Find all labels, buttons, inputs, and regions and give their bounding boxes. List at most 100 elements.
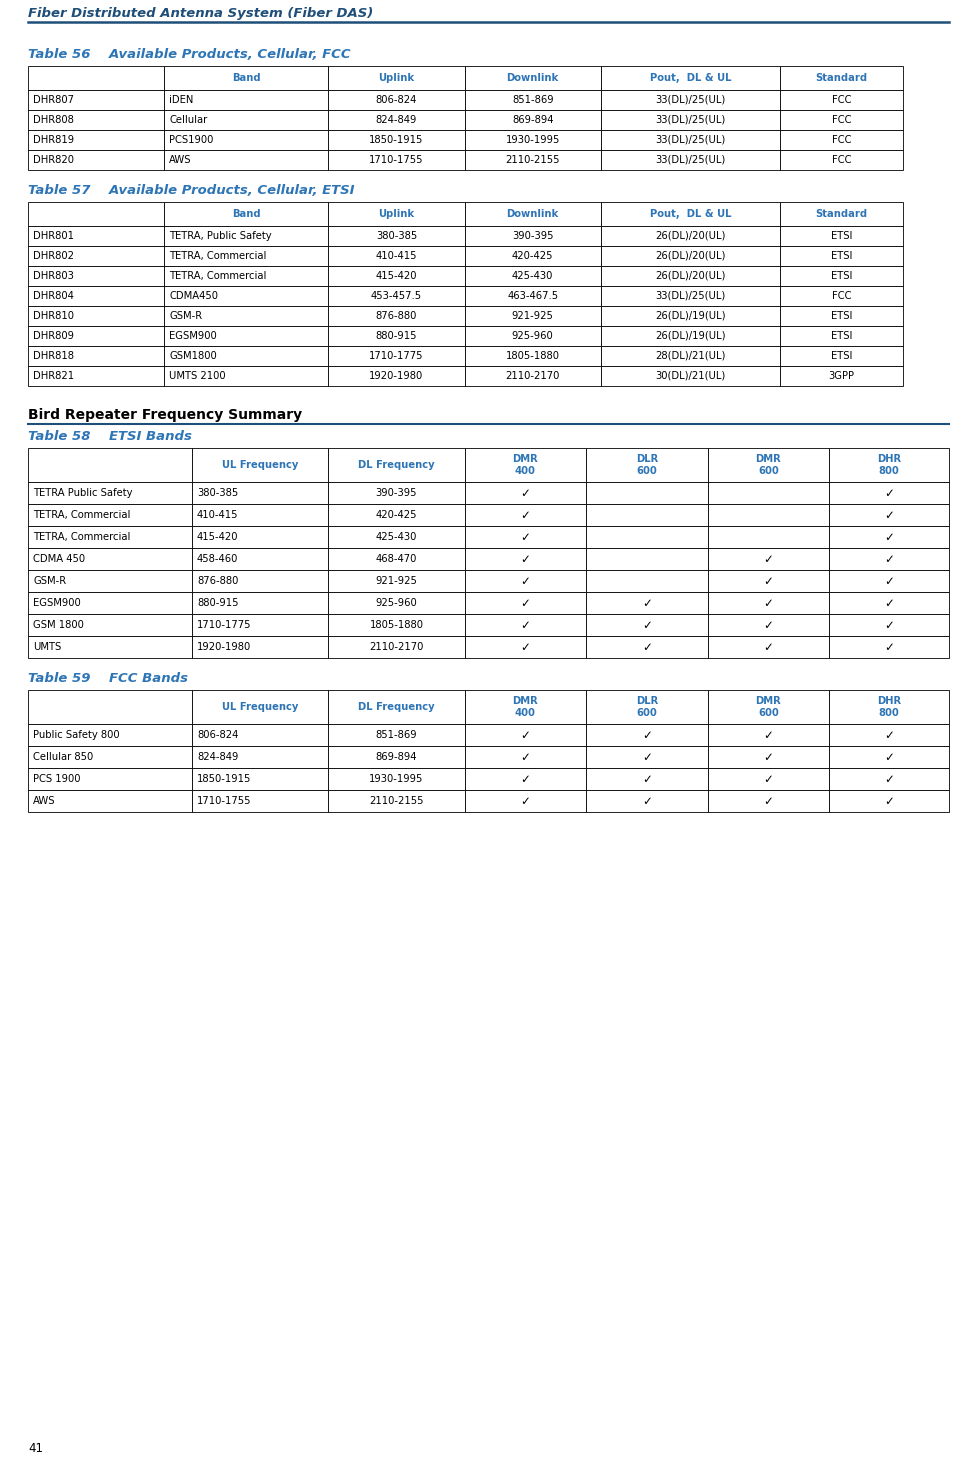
Text: 41: 41 bbox=[28, 1442, 43, 1455]
Bar bbox=[328, 790, 464, 812]
Text: 2110-2155: 2110-2155 bbox=[369, 796, 424, 806]
Bar bbox=[328, 448, 464, 482]
Text: TETRA, Commercial: TETRA, Commercial bbox=[169, 272, 267, 280]
Bar bbox=[601, 90, 781, 110]
Text: TETRA Public Safety: TETRA Public Safety bbox=[33, 487, 133, 498]
Bar bbox=[601, 366, 781, 386]
Bar bbox=[781, 366, 903, 386]
Text: GSM-R: GSM-R bbox=[169, 311, 202, 321]
Bar bbox=[328, 110, 464, 131]
Bar bbox=[586, 690, 707, 724]
Bar bbox=[28, 690, 191, 724]
Bar bbox=[829, 690, 949, 724]
Text: UMTS: UMTS bbox=[33, 642, 62, 652]
Bar bbox=[28, 90, 164, 110]
Text: EGSM900: EGSM900 bbox=[169, 330, 217, 341]
Bar bbox=[781, 286, 903, 305]
Bar bbox=[191, 614, 328, 636]
Bar bbox=[781, 110, 903, 131]
Bar bbox=[328, 526, 464, 548]
Text: DMR
400: DMR 400 bbox=[513, 455, 538, 476]
Bar bbox=[328, 570, 464, 592]
Bar bbox=[829, 636, 949, 658]
Text: DHR820: DHR820 bbox=[33, 156, 74, 164]
Bar bbox=[707, 504, 829, 526]
Text: 33(DL)/25(UL): 33(DL)/25(UL) bbox=[656, 156, 726, 164]
Text: Cellular 850: Cellular 850 bbox=[33, 752, 93, 762]
Text: 1920-1980: 1920-1980 bbox=[369, 371, 423, 382]
Bar bbox=[191, 790, 328, 812]
Text: 876-880: 876-880 bbox=[376, 311, 417, 321]
Bar bbox=[328, 724, 464, 746]
Bar bbox=[781, 226, 903, 247]
Text: DLR
600: DLR 600 bbox=[636, 696, 658, 718]
Text: ETSI: ETSI bbox=[831, 311, 852, 321]
Bar bbox=[707, 570, 829, 592]
Text: 2110-2155: 2110-2155 bbox=[505, 156, 560, 164]
Text: 425-430: 425-430 bbox=[376, 531, 417, 542]
Text: CDMA450: CDMA450 bbox=[169, 291, 218, 301]
Bar bbox=[707, 592, 829, 614]
Bar bbox=[28, 266, 164, 286]
Text: 1930-1995: 1930-1995 bbox=[369, 774, 424, 784]
Bar bbox=[601, 110, 781, 131]
Text: ✓: ✓ bbox=[642, 772, 652, 785]
Bar bbox=[781, 66, 903, 90]
Text: FCC: FCC bbox=[832, 291, 851, 301]
Text: FCC: FCC bbox=[832, 115, 851, 125]
Bar bbox=[464, 366, 601, 386]
Bar bbox=[164, 131, 328, 150]
Bar bbox=[328, 768, 464, 790]
Bar bbox=[28, 247, 164, 266]
Text: DL Frequency: DL Frequency bbox=[359, 459, 435, 470]
Bar bbox=[707, 448, 829, 482]
Bar bbox=[829, 448, 949, 482]
Bar bbox=[601, 326, 781, 346]
Bar bbox=[328, 247, 464, 266]
Text: ✓: ✓ bbox=[642, 750, 652, 763]
Bar bbox=[464, 592, 586, 614]
Text: ETSI: ETSI bbox=[831, 251, 852, 261]
Text: GSM-R: GSM-R bbox=[33, 575, 66, 586]
Text: DHR807: DHR807 bbox=[33, 95, 74, 106]
Bar bbox=[164, 203, 328, 226]
Text: UMTS 2100: UMTS 2100 bbox=[169, 371, 226, 382]
Bar bbox=[164, 366, 328, 386]
Bar bbox=[707, 768, 829, 790]
Text: Table 59    FCC Bands: Table 59 FCC Bands bbox=[28, 672, 188, 686]
Text: 30(DL)/21(UL): 30(DL)/21(UL) bbox=[656, 371, 726, 382]
Text: 415-420: 415-420 bbox=[197, 531, 238, 542]
Text: Public Safety 800: Public Safety 800 bbox=[33, 730, 119, 740]
Text: DHR821: DHR821 bbox=[33, 371, 74, 382]
Bar bbox=[586, 548, 707, 570]
Text: 869-894: 869-894 bbox=[375, 752, 417, 762]
Text: ✓: ✓ bbox=[884, 750, 894, 763]
Bar bbox=[328, 203, 464, 226]
Text: Downlink: Downlink bbox=[507, 208, 559, 219]
Bar bbox=[328, 90, 464, 110]
Bar bbox=[28, 746, 191, 768]
Bar bbox=[328, 326, 464, 346]
Text: Bird Repeater Frequency Summary: Bird Repeater Frequency Summary bbox=[28, 408, 302, 421]
Text: ✓: ✓ bbox=[884, 508, 894, 521]
Text: 880-915: 880-915 bbox=[197, 597, 238, 608]
Text: ✓: ✓ bbox=[764, 750, 774, 763]
Text: 1805-1880: 1805-1880 bbox=[506, 351, 560, 361]
Text: 824-849: 824-849 bbox=[376, 115, 417, 125]
Text: ✓: ✓ bbox=[764, 574, 774, 587]
Text: Pout,  DL & UL: Pout, DL & UL bbox=[650, 73, 732, 84]
Bar bbox=[328, 614, 464, 636]
Bar bbox=[586, 724, 707, 746]
Bar bbox=[464, 482, 586, 504]
Text: TETRA, Commercial: TETRA, Commercial bbox=[33, 509, 130, 520]
Text: ✓: ✓ bbox=[642, 596, 652, 609]
Bar bbox=[28, 614, 191, 636]
Bar bbox=[829, 592, 949, 614]
Text: ✓: ✓ bbox=[884, 574, 894, 587]
Text: ✓: ✓ bbox=[521, 596, 531, 609]
Text: PCS 1900: PCS 1900 bbox=[33, 774, 80, 784]
Text: 28(DL)/21(UL): 28(DL)/21(UL) bbox=[656, 351, 726, 361]
Bar bbox=[586, 768, 707, 790]
Text: Table 56    Available Products, Cellular, FCC: Table 56 Available Products, Cellular, F… bbox=[28, 48, 351, 62]
Bar bbox=[328, 66, 464, 90]
